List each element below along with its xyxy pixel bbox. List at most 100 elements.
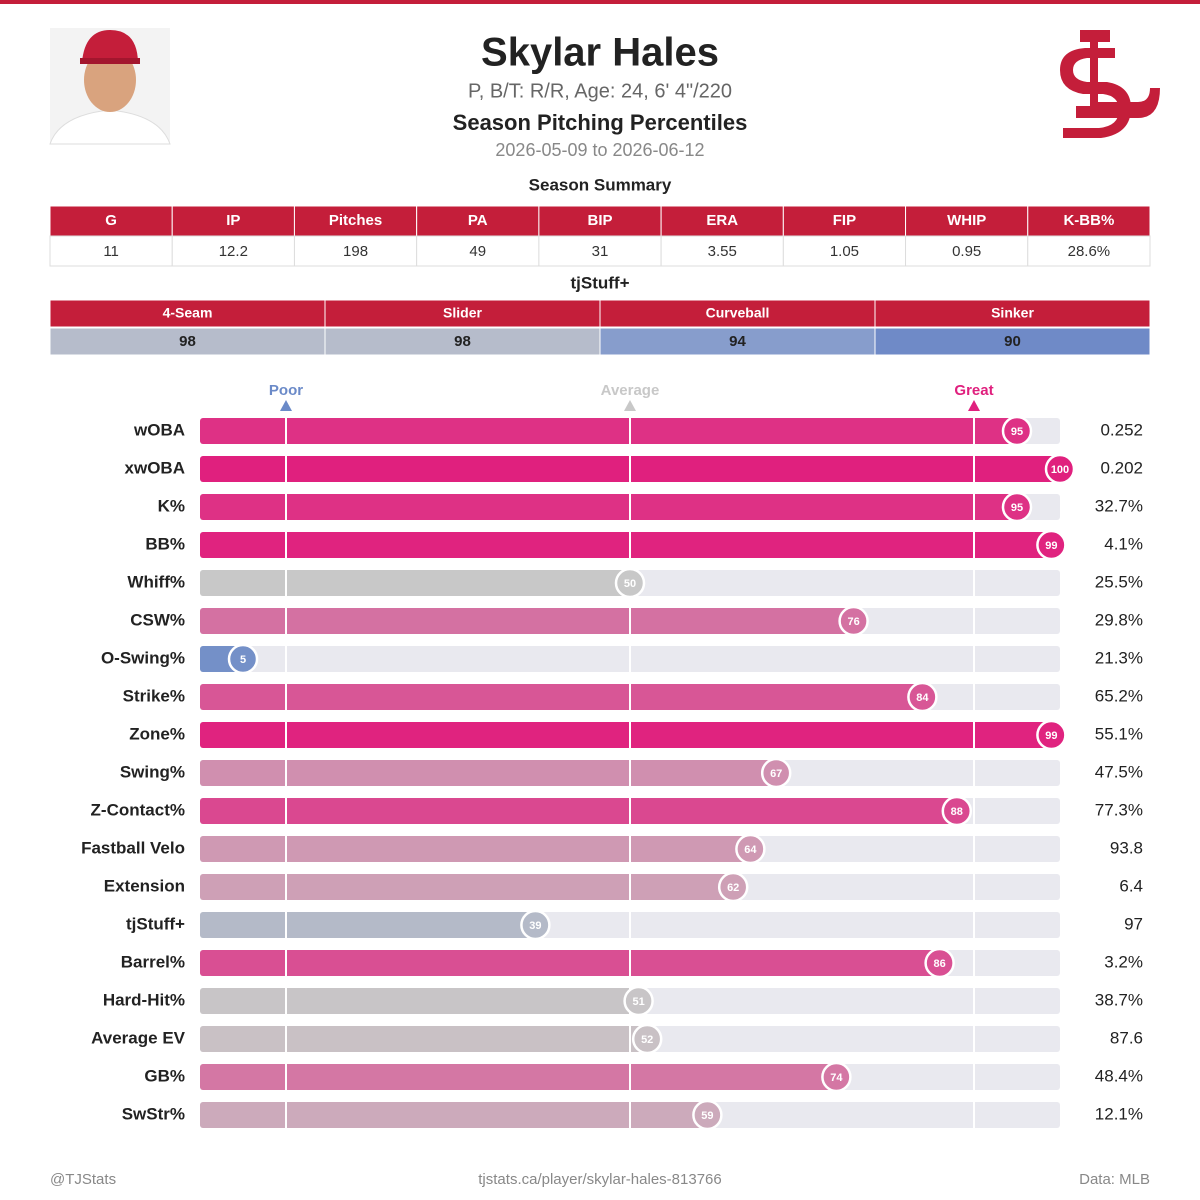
stat-value: 87.6 — [1110, 1028, 1143, 1047]
percentile-label: 39 — [529, 920, 541, 932]
percentile-label: 74 — [830, 1072, 843, 1084]
summary-value: 12.2 — [219, 243, 248, 260]
bar — [200, 722, 1052, 748]
summary-value: 28.6% — [1068, 243, 1111, 260]
percentile-dot — [520, 909, 551, 941]
stat-value: 93.8 — [1110, 838, 1143, 857]
stat-value: 12.1% — [1095, 1104, 1143, 1123]
value-cell — [293, 235, 418, 267]
stuff-value: 94 — [729, 333, 746, 350]
percentile-dot — [631, 1023, 663, 1055]
bar — [200, 836, 751, 862]
value-cell — [782, 235, 907, 267]
row-label: BB% — [145, 534, 185, 553]
value-cell — [324, 327, 601, 356]
marker-label: Average — [601, 382, 660, 399]
column-header: BIP — [587, 212, 612, 229]
row-label: xwOBA — [125, 458, 185, 477]
percentile-dot — [227, 643, 259, 675]
percentile-label: 62 — [727, 882, 739, 894]
percentile-dot — [838, 605, 869, 637]
chart-subtitle: Season Pitching Percentiles — [453, 110, 748, 135]
stat-value: 4.1% — [1104, 534, 1143, 553]
percentile-dot — [735, 833, 766, 865]
stat-value: 65.2% — [1095, 686, 1143, 705]
bar — [200, 684, 923, 710]
row-label: Whiff% — [127, 572, 185, 591]
footer-center: tjstats.ca/player/skylar-hales-813766 — [478, 1171, 721, 1188]
value-cell — [416, 235, 540, 267]
percentile-label: 84 — [916, 692, 929, 704]
row-label: CSW% — [130, 610, 185, 629]
bar — [200, 874, 734, 900]
stat-value: 32.7% — [1095, 496, 1143, 515]
date-range: 2026-05-09 to 2026-06-12 — [495, 140, 704, 160]
stat-value: 0.202 — [1100, 458, 1143, 477]
stat-value: 29.8% — [1095, 610, 1143, 629]
summary-value: 1.05 — [830, 243, 859, 260]
top-rule — [0, 0, 1200, 4]
column-header: PA — [468, 212, 488, 229]
percentile-dot — [1036, 529, 1067, 561]
percentile-label: 59 — [701, 1110, 713, 1122]
value-cell — [49, 327, 326, 356]
percentile-label: 67 — [770, 768, 782, 780]
stat-value: 25.5% — [1095, 572, 1143, 591]
stat-value: 77.3% — [1095, 800, 1143, 819]
percentile-label: 99 — [1045, 730, 1057, 742]
column-header: ERA — [706, 212, 738, 229]
bar — [200, 1102, 708, 1128]
header-cell — [874, 299, 1151, 328]
row-label: K% — [158, 496, 185, 515]
bar — [200, 494, 1017, 520]
player-bio: P, B/T: R/R, Age: 24, 6' 4"/220 — [468, 80, 732, 102]
stat-value: 47.5% — [1095, 762, 1143, 781]
percentile-dot — [614, 567, 646, 599]
stuff-value: 98 — [179, 333, 196, 350]
stat-value: 55.1% — [1095, 724, 1143, 743]
percentile-label: 51 — [632, 996, 644, 1008]
row-label: tjStuff+ — [126, 914, 185, 933]
column-header: IP — [226, 212, 240, 229]
marker-triangle — [968, 400, 980, 411]
percentile-label: 52 — [641, 1034, 653, 1046]
column-header: 4-Seam — [163, 305, 213, 321]
marker-label: Poor — [269, 382, 303, 399]
percentile-dot — [692, 1099, 723, 1131]
stuff-title: tjStuff+ — [570, 273, 629, 292]
header-cell — [538, 205, 662, 237]
row-label: GB% — [144, 1066, 185, 1085]
column-header: K-BB% — [1063, 212, 1114, 229]
header-cell — [49, 205, 173, 237]
footer-left: @TJStats — [50, 1171, 116, 1188]
percentile-label: 95 — [1011, 426, 1023, 438]
percentile-label: 50 — [624, 578, 636, 590]
bar — [200, 608, 854, 634]
percentile-label: 100 — [1051, 464, 1069, 476]
marker-label: Great — [954, 382, 993, 399]
row-label: Strike% — [123, 686, 185, 705]
percentile-label: 86 — [933, 958, 945, 970]
summary-value: 31 — [592, 243, 609, 260]
bar — [200, 798, 957, 824]
percentile-label: 88 — [951, 806, 963, 818]
bar — [200, 570, 630, 596]
row-label: O-Swing% — [101, 648, 185, 667]
summary-value: 198 — [343, 243, 368, 260]
marker-triangle — [624, 400, 636, 411]
stat-value: 38.7% — [1095, 990, 1143, 1009]
bar — [200, 950, 940, 976]
row-label: Fastball Velo — [81, 838, 185, 857]
row-label: Extension — [104, 876, 185, 895]
summary-title: Season Summary — [529, 175, 672, 194]
stuff-value: 98 — [454, 333, 471, 350]
bar — [200, 532, 1052, 558]
stat-value: 6.4 — [1119, 876, 1143, 895]
value-cell — [599, 327, 876, 356]
summary-value: 11 — [103, 243, 119, 260]
summary-value: 49 — [469, 243, 486, 260]
value-cell — [905, 235, 1029, 267]
percentile-dot — [1001, 415, 1033, 447]
